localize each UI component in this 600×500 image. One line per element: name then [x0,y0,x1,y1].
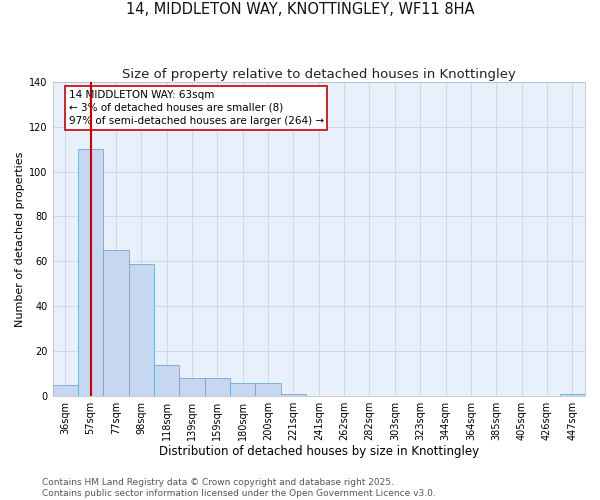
Text: 14, MIDDLETON WAY, KNOTTINGLEY, WF11 8HA: 14, MIDDLETON WAY, KNOTTINGLEY, WF11 8HA [126,2,474,18]
Text: Contains HM Land Registry data © Crown copyright and database right 2025.
Contai: Contains HM Land Registry data © Crown c… [42,478,436,498]
Title: Size of property relative to detached houses in Knottingley: Size of property relative to detached ho… [122,68,516,80]
Bar [78,149,103,396]
Bar [230,382,256,396]
Bar [128,264,154,396]
Bar [281,394,306,396]
Bar [256,382,281,396]
Bar [154,364,179,396]
Y-axis label: Number of detached properties: Number of detached properties [15,151,25,326]
Bar [103,250,128,396]
Bar [560,394,585,396]
Bar [205,378,230,396]
Text: 14 MIDDLETON WAY: 63sqm
← 3% of detached houses are smaller (8)
97% of semi-deta: 14 MIDDLETON WAY: 63sqm ← 3% of detached… [68,90,323,126]
X-axis label: Distribution of detached houses by size in Knottingley: Distribution of detached houses by size … [159,444,479,458]
Bar [179,378,205,396]
Bar [53,385,78,396]
